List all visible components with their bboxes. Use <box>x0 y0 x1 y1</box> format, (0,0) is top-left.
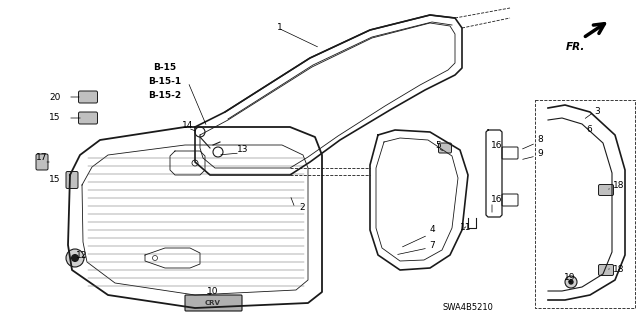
Text: 13: 13 <box>237 145 249 154</box>
FancyBboxPatch shape <box>185 295 242 311</box>
Text: 1: 1 <box>277 24 283 33</box>
Text: 4: 4 <box>429 226 435 234</box>
FancyBboxPatch shape <box>502 194 518 206</box>
Text: 11: 11 <box>460 224 472 233</box>
FancyBboxPatch shape <box>36 154 48 170</box>
Text: 3: 3 <box>594 108 600 116</box>
Text: 19: 19 <box>564 273 576 283</box>
Text: 7: 7 <box>429 241 435 249</box>
Text: 17: 17 <box>36 153 48 162</box>
FancyBboxPatch shape <box>438 143 451 153</box>
FancyBboxPatch shape <box>502 147 518 159</box>
Text: 15: 15 <box>49 175 61 184</box>
Text: 2: 2 <box>299 204 305 212</box>
Text: 12: 12 <box>76 250 88 259</box>
FancyBboxPatch shape <box>598 184 614 196</box>
Text: 9: 9 <box>537 149 543 158</box>
Text: 16: 16 <box>492 196 503 204</box>
Text: B-15-2: B-15-2 <box>148 92 182 100</box>
FancyBboxPatch shape <box>79 91 97 103</box>
Text: B-15-1: B-15-1 <box>148 78 182 86</box>
Text: 14: 14 <box>182 121 194 130</box>
FancyBboxPatch shape <box>66 172 78 189</box>
Circle shape <box>66 249 84 267</box>
Text: 16: 16 <box>492 140 503 150</box>
Text: FR.: FR. <box>565 42 585 52</box>
Text: 15: 15 <box>49 114 61 122</box>
Text: 18: 18 <box>613 265 625 275</box>
Text: SWA4B5210: SWA4B5210 <box>443 303 493 313</box>
FancyBboxPatch shape <box>598 264 614 276</box>
Circle shape <box>71 254 79 262</box>
Circle shape <box>568 279 573 285</box>
Text: 18: 18 <box>613 181 625 189</box>
Circle shape <box>565 276 577 288</box>
Text: 5: 5 <box>435 140 441 150</box>
Text: B-15: B-15 <box>154 63 177 72</box>
Text: 10: 10 <box>207 286 219 295</box>
Text: CRV: CRV <box>205 300 221 306</box>
FancyBboxPatch shape <box>79 112 97 124</box>
Text: 6: 6 <box>586 125 592 135</box>
Text: 8: 8 <box>537 136 543 145</box>
Text: 20: 20 <box>49 93 61 101</box>
